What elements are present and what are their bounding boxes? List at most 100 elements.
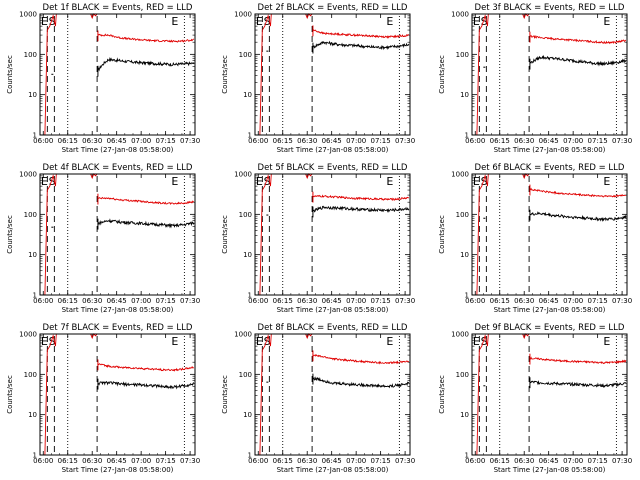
x-tick-label: 06:15 (58, 137, 78, 145)
series-line (529, 187, 627, 198)
series-line (529, 379, 626, 389)
series-line (97, 363, 195, 372)
plot-frame (471, 333, 628, 456)
x-tick-label: 06:45 (322, 457, 342, 465)
event-marker-e: E (41, 335, 48, 348)
series-line (312, 194, 409, 201)
x-tick-label: 07:30 (395, 137, 415, 145)
series-ingress (40, 333, 57, 456)
y-axis-label: Counts/sec (6, 215, 14, 254)
x-tick-label: 06:30 (297, 137, 317, 145)
series-ingress (40, 173, 57, 296)
event-marker-e: E (256, 15, 263, 28)
event-marker-e: E (41, 15, 48, 28)
x-tick-label: 06:45 (539, 137, 559, 145)
y-tick-label: 10 (28, 91, 37, 99)
y-tick-label: 100 (456, 371, 469, 379)
y-tick-label: 100 (456, 51, 469, 59)
y-tick-label: 1000 (234, 11, 252, 19)
x-tick-label: 07:15 (588, 137, 608, 145)
y-axis-label: Counts/sec (438, 375, 446, 414)
series-egress (305, 13, 313, 20)
y-tick-label: 1000 (19, 11, 37, 19)
chart-panel: Det 7f BLACK = Events, RED = LLD Counts/s… (6, 323, 200, 474)
event-marker-s: S (49, 175, 56, 188)
y-tick-label: 100 (24, 371, 37, 379)
x-tick-label: 07:15 (156, 297, 176, 305)
x-axis-label: Start Time (27-Jan-08 05:58:00) (62, 466, 174, 474)
y-tick-label: 1 (465, 452, 469, 460)
series-egress (90, 13, 98, 20)
series-line (529, 211, 627, 222)
event-marker-s: S (49, 335, 56, 348)
plot-frame (471, 13, 628, 136)
event-marker-e: E (386, 335, 393, 348)
y-tick-label: 1 (33, 292, 37, 300)
event-marker-s: S (481, 15, 488, 28)
series-line (97, 380, 195, 390)
x-tick-label: 06:30 (82, 137, 102, 145)
series-line (97, 56, 195, 72)
y-tick-label: 10 (28, 251, 37, 259)
plot-frame (39, 173, 196, 296)
x-tick-label: 07:30 (395, 457, 415, 465)
x-tick-label: 07:00 (131, 137, 151, 145)
x-tick-label: 06:45 (539, 457, 559, 465)
x-tick-label: 06:15 (273, 457, 293, 465)
y-tick-label: 100 (24, 211, 37, 219)
y-tick-label: 1000 (234, 331, 252, 339)
chart-panel: Det 5f BLACK = Events, RED = LLD Counts/s… (221, 163, 415, 314)
event-marker-e: E (473, 15, 480, 28)
y-axis-label: Counts/sec (438, 215, 446, 254)
x-tick-label: 07:30 (180, 457, 200, 465)
x-tick-label: 06:15 (58, 297, 78, 305)
x-tick-label: 06:00 (33, 457, 53, 465)
x-tick-label: 06:00 (248, 137, 268, 145)
plot-frame (254, 333, 411, 456)
series-line (312, 376, 409, 389)
event-marker-s: S (481, 175, 488, 188)
x-tick-label: 06:30 (514, 137, 534, 145)
chart-panel: Det 6f BLACK = Events, RED = LLD Counts/s… (438, 163, 632, 314)
y-tick-label: 1 (465, 132, 469, 140)
series-ingress (472, 333, 489, 456)
x-tick-label: 06:30 (514, 457, 534, 465)
x-axis-label: Start Time (27-Jan-08 05:58:00) (62, 306, 174, 314)
plot-frame (471, 173, 628, 296)
x-axis-label: Start Time (27-Jan-08 05:58:00) (277, 146, 389, 154)
series-ingress (472, 13, 489, 136)
x-tick-label: 06:30 (297, 297, 317, 305)
x-axis-label: Start Time (27-Jan-08 05:58:00) (494, 466, 606, 474)
y-tick-label: 1000 (19, 171, 37, 179)
series-line (529, 34, 627, 45)
x-tick-label: 07:15 (371, 297, 391, 305)
chart-title: Det 5f BLACK = Events, RED = LLD (258, 163, 408, 173)
series-ingress (255, 333, 272, 456)
series-line (312, 354, 410, 365)
y-tick-label: 1 (248, 132, 252, 140)
chart-panel: Det 9f BLACK = Events, RED = LLD Counts/s… (438, 323, 632, 474)
x-tick-label: 06:15 (273, 297, 293, 305)
y-tick-label: 100 (239, 51, 252, 59)
x-tick-label: 07:15 (371, 457, 391, 465)
x-tick-label: 06:15 (58, 457, 78, 465)
series-ingress (255, 13, 272, 136)
y-axis-label: Counts/sec (221, 55, 229, 94)
series-line (97, 196, 194, 205)
chart-title: Det 4f BLACK = Events, RED = LLD (43, 163, 193, 173)
y-tick-label: 10 (460, 91, 469, 99)
x-tick-label: 07:15 (588, 297, 608, 305)
event-marker-e: E (256, 335, 263, 348)
y-axis-label: Counts/sec (221, 215, 229, 254)
y-tick-label: 1 (33, 132, 37, 140)
y-tick-label: 100 (24, 51, 37, 59)
x-axis-label: Start Time (27-Jan-08 05:58:00) (277, 306, 389, 314)
x-tick-label: 07:15 (156, 457, 176, 465)
y-tick-label: 1000 (451, 331, 469, 339)
x-tick-label: 06:30 (82, 457, 102, 465)
series-egress (90, 333, 98, 340)
y-axis-label: Counts/sec (6, 375, 14, 414)
series-ingress (472, 173, 489, 296)
plot-frame (39, 333, 196, 456)
